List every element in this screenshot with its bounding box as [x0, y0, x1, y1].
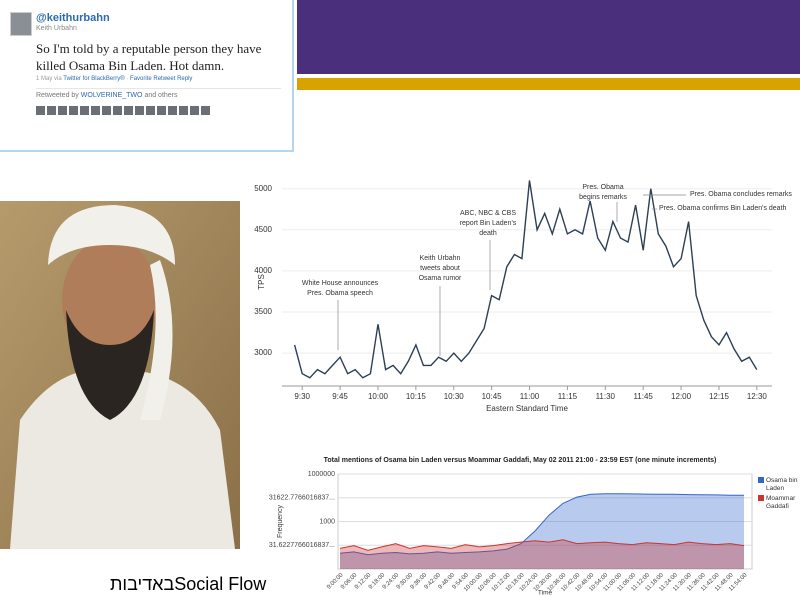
area-fill	[340, 539, 744, 569]
tweet-action[interactable]: Reply	[177, 76, 193, 82]
divider	[36, 88, 281, 89]
caption: באדיבותSocial Flow	[110, 574, 267, 594]
annotation: tweets about	[420, 265, 460, 272]
accent-band	[297, 78, 800, 90]
y-tick-label: 1000000	[308, 471, 335, 478]
annotation: begins remarks	[579, 194, 627, 201]
x-tick-label: 11:30	[596, 392, 616, 401]
tweet-handle[interactable]: @keithurbahn	[36, 12, 110, 24]
annotation: Pres. Obama concludes remarks	[690, 191, 792, 198]
annotation: Pres. Obama speech	[307, 290, 373, 297]
area-line	[339, 539, 745, 551]
y-tick-label: 3000	[254, 348, 272, 357]
annotation: Keith Urbahn	[420, 255, 461, 262]
legend-label: Osama bin Laden	[766, 477, 798, 492]
tweet-text: So I'm told by a reputable person they h…	[36, 41, 262, 73]
avatar	[10, 12, 32, 36]
retweet-label: Retweeted by	[36, 92, 79, 99]
y-axis-label: Frequency	[277, 504, 284, 538]
x-tick-label: 10:30	[444, 392, 465, 401]
area-fill	[340, 493, 744, 569]
annotation: White House announces	[302, 280, 379, 287]
retweets: Retweeted by WOLVERINE_TWO and others	[36, 92, 178, 99]
x-axis-label: Eastern Standard Time	[486, 404, 568, 413]
y-tick-label: 4500	[254, 225, 272, 234]
retweeter[interactable]: WOLVERINE_TWO	[80, 92, 143, 99]
annotation: death	[479, 230, 497, 237]
x-axis-label: Time	[538, 590, 553, 596]
tweet: @keithurbahn Keith Urbahn So I'm told by…	[0, 0, 294, 152]
y-tick-label: 31622.7766016837...	[269, 495, 335, 502]
tweet-action[interactable]: Favorite	[130, 76, 152, 82]
x-tick-label: 9:45	[332, 392, 348, 401]
x-tick-label: 11:00	[520, 392, 540, 401]
x-tick-label: 11:15	[558, 392, 578, 401]
tweet-name: Keith Urbahn	[36, 25, 77, 32]
y-tick-label: 31.6227766016837...	[269, 542, 335, 549]
x-tick-label: 10:15	[406, 392, 427, 401]
line	[293, 180, 758, 379]
y-tick-label: 5000	[254, 184, 272, 193]
tps-chart: 3000 3500 4000 4500 5000 9:30 9:45 10:00 10:15 10…	[254, 180, 792, 413]
y-tick-label: 1000	[319, 518, 335, 525]
y-axis-label: TPS	[257, 274, 266, 290]
annotation: Pres. Obama confirms Bin Laden's death	[659, 205, 787, 212]
legend-swatch	[758, 495, 764, 501]
retweeter-avatars	[36, 106, 210, 115]
x-tick-label: 12:15	[709, 392, 730, 401]
x-tick-label: 12:00	[671, 392, 692, 401]
chart-panel	[248, 172, 778, 424]
photo	[0, 201, 240, 549]
x-tick-label: 11:45	[633, 392, 653, 401]
x-tick-label: 9:30	[294, 392, 310, 401]
tweet-source[interactable]: Twitter for BlackBerry®	[63, 76, 125, 82]
mentions-chart: Total mentions of Osama bin Laden versus…	[269, 457, 798, 596]
tweet-date: 1 May via	[36, 76, 62, 82]
chart-title: Total mentions of Osama bin Laden versus…	[324, 457, 717, 464]
legend-swatch	[758, 477, 764, 483]
y-tick-label: 4000	[254, 266, 272, 275]
retweet-others: and others	[144, 92, 178, 99]
annotation: ABC, NBC & CBS	[460, 210, 516, 217]
x-tick-label: 12:30	[747, 392, 768, 401]
annotation: Pres. Obama	[582, 184, 623, 191]
header-band	[297, 0, 800, 74]
x-tick-label: 10:45	[482, 392, 503, 401]
legend-label: Moammar Gaddafi	[766, 495, 796, 510]
area-line	[339, 493, 745, 556]
y-tick-label: 3500	[254, 307, 272, 316]
tweet-action[interactable]: Retweet	[153, 76, 176, 82]
tweet-meta: 1 May via Twitter for BlackBerry® · Favo…	[36, 76, 193, 82]
annotation: report Bin Laden's	[460, 220, 517, 227]
x-tick-label: 10:00	[368, 392, 389, 401]
annotation: Osama rumor	[419, 275, 462, 282]
